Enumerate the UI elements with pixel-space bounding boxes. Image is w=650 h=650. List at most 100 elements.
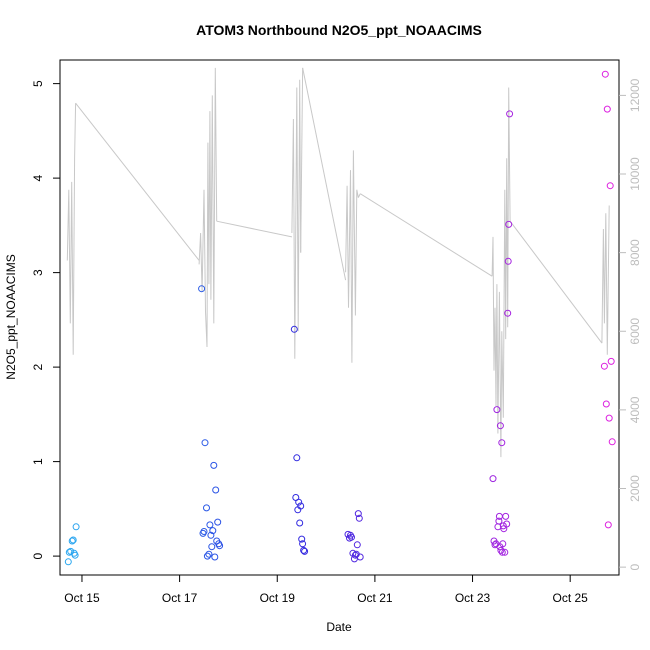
altitude-line-connector bbox=[75, 102, 200, 261]
data-point bbox=[203, 552, 211, 560]
data-point bbox=[498, 548, 506, 556]
data-point bbox=[497, 546, 505, 554]
altitude-line-connector bbox=[359, 193, 493, 277]
data-point bbox=[506, 110, 514, 118]
altitude-line-segment bbox=[601, 205, 610, 355]
altitude-line-connector bbox=[357, 193, 361, 198]
data-point bbox=[348, 533, 355, 541]
data-point bbox=[211, 553, 219, 561]
altitude-line-segment bbox=[345, 150, 359, 363]
data-point bbox=[608, 438, 616, 446]
data-point bbox=[600, 362, 608, 370]
y2-tick-label: 8000 bbox=[628, 239, 642, 266]
data-point bbox=[606, 182, 614, 190]
data-point bbox=[300, 546, 308, 554]
altitude-line-segment bbox=[491, 87, 511, 458]
x-tick-label: Oct 19 bbox=[260, 591, 296, 605]
y2-tick-label: 2000 bbox=[628, 475, 642, 502]
x-tick-label: Oct 25 bbox=[552, 591, 588, 605]
data-point bbox=[356, 553, 364, 561]
data-point bbox=[214, 518, 222, 526]
data-point bbox=[290, 325, 298, 333]
y2-tick-label: 12000 bbox=[628, 78, 642, 112]
data-point bbox=[296, 519, 304, 527]
chart-title: ATOM3 Northbound N2O5_ppt_NOAACIMS bbox=[196, 22, 482, 38]
data-point bbox=[354, 510, 362, 518]
data-point bbox=[489, 475, 497, 483]
altitude-line-segment bbox=[198, 67, 218, 348]
x-tick-label: Oct 15 bbox=[64, 591, 100, 605]
axes-layer: Oct 15 Oct 17 Oct 19 Oct 21 Oct 23 Oct 25 0 1 2 3… bbox=[31, 78, 642, 605]
data-point bbox=[601, 70, 609, 78]
data-point bbox=[216, 542, 224, 550]
data-point bbox=[198, 285, 206, 293]
y2-tick-label: 0 bbox=[628, 563, 642, 570]
y-tick-label: 1 bbox=[31, 458, 45, 465]
data-point bbox=[208, 543, 216, 551]
data-point bbox=[64, 558, 72, 566]
data-point bbox=[209, 527, 217, 535]
data-point bbox=[603, 105, 611, 113]
plot-frame bbox=[59, 59, 620, 576]
data-point bbox=[207, 531, 215, 539]
data-point bbox=[503, 520, 511, 528]
altitude-line-segment bbox=[66, 103, 77, 355]
y2-tick-label: 4000 bbox=[628, 396, 642, 423]
altitude-line-connector bbox=[216, 220, 293, 238]
y-axis-title: N2O5_ppt_NOAACIMS bbox=[4, 254, 18, 379]
data-point bbox=[604, 521, 612, 529]
data-point bbox=[205, 550, 213, 558]
data-point bbox=[493, 406, 501, 414]
data-point bbox=[355, 514, 363, 522]
data-point bbox=[297, 502, 305, 510]
data-point bbox=[502, 512, 510, 520]
x-axis-title: Date bbox=[326, 620, 352, 634]
altitude-line-connector bbox=[509, 220, 603, 344]
data-point bbox=[505, 220, 513, 228]
data-point bbox=[501, 548, 509, 556]
x-tick-label: Oct 21 bbox=[357, 591, 393, 605]
y-tick-label: 3 bbox=[31, 269, 45, 276]
data-point bbox=[499, 540, 507, 548]
data-point bbox=[496, 422, 504, 430]
data-point bbox=[301, 547, 309, 555]
data-point bbox=[504, 309, 512, 317]
data-point bbox=[353, 541, 361, 549]
data-point bbox=[602, 400, 610, 408]
data-point bbox=[203, 504, 210, 512]
data-point bbox=[607, 357, 615, 365]
x-tick-label: Oct 23 bbox=[455, 591, 491, 605]
points-layer bbox=[64, 70, 616, 566]
data-point bbox=[293, 454, 301, 462]
data-point bbox=[71, 551, 79, 559]
data-point bbox=[65, 548, 73, 556]
y-tick-label: 4 bbox=[31, 174, 45, 181]
altitude-line-connector bbox=[300, 67, 304, 253]
data-point bbox=[210, 461, 218, 469]
altitude-line-connector bbox=[302, 67, 347, 281]
data-point bbox=[498, 439, 506, 447]
altitude-line-segment bbox=[291, 79, 302, 359]
y-tick-label: 5 bbox=[31, 80, 45, 87]
data-point bbox=[495, 517, 503, 525]
data-point bbox=[499, 522, 507, 530]
y2-tick-label: 10000 bbox=[628, 157, 642, 191]
data-point bbox=[69, 536, 77, 544]
data-point bbox=[351, 551, 359, 559]
y-tick-label: 0 bbox=[31, 552, 45, 559]
data-point bbox=[299, 540, 307, 548]
data-point bbox=[212, 486, 220, 494]
x-tick-label: Oct 17 bbox=[162, 591, 198, 605]
data-point bbox=[504, 257, 512, 265]
y2-tick-label: 6000 bbox=[628, 318, 642, 345]
y-tick-label: 2 bbox=[31, 363, 45, 370]
data-point bbox=[206, 521, 214, 529]
data-point bbox=[298, 535, 306, 543]
data-point bbox=[68, 537, 76, 545]
data-point bbox=[605, 414, 613, 422]
data-point bbox=[72, 523, 80, 531]
data-point bbox=[295, 498, 303, 506]
data-point bbox=[67, 547, 75, 555]
